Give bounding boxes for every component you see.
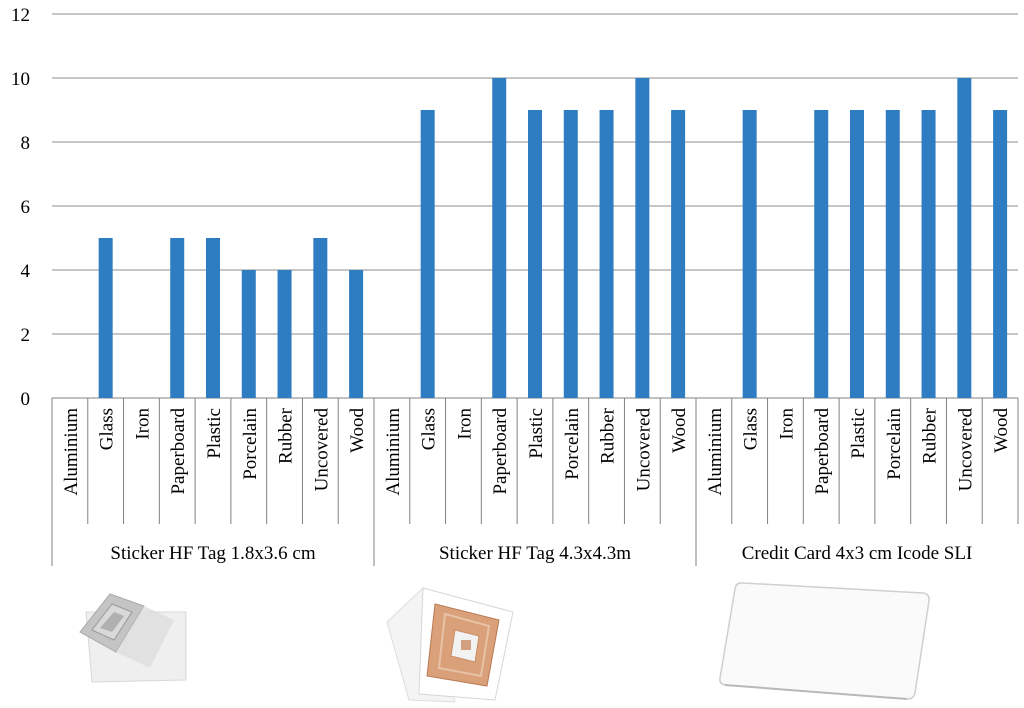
y-tick-label: 10: [11, 69, 30, 90]
x-category-label: Paperboard: [490, 408, 511, 495]
x-category-label: Uncovered: [955, 408, 976, 492]
bar-paperboard-group1: [170, 238, 185, 398]
y-tick-label: 6: [21, 197, 31, 218]
x-category-label: Paperboard: [812, 408, 833, 495]
x-category-label: Glass: [419, 408, 440, 450]
x-category-label: Wood: [991, 408, 1012, 453]
x-category-label: Aluminium: [383, 408, 404, 496]
bar-plastic-group2: [528, 110, 542, 398]
bar-glass-group1: [98, 238, 113, 398]
x-category-label: Rubber: [276, 407, 297, 464]
x-category-label: Uncovered: [633, 408, 654, 492]
y-tick-label: 12: [11, 5, 30, 26]
x-category-label: Paperboard: [168, 408, 189, 495]
group-label: Sticker HF Tag 4.3x4.3m: [439, 543, 631, 564]
y-axis-ticks: 0 2 4 6 8 10 12: [11, 5, 31, 410]
x-category-label: Aluminium: [705, 408, 726, 496]
x-category-label: Plastic: [204, 408, 225, 459]
x-category-label: Glass: [741, 408, 762, 450]
credit-card-tag-photo: [719, 582, 930, 700]
bar-uncovered-group1: [313, 238, 328, 398]
x-category-label: Iron: [454, 408, 475, 440]
bar-wood-group2: [671, 110, 686, 398]
x-category-label: Uncovered: [311, 408, 332, 492]
x-category-label: Iron: [776, 408, 797, 440]
group-label: Credit Card 4x3 cm Icode SLI: [742, 543, 973, 564]
bar-rubber-group2: [599, 110, 614, 398]
y-tick-label: 0: [21, 389, 31, 410]
bar-wood-group1: [349, 270, 364, 398]
y-tick-label: 2: [21, 325, 31, 346]
x-axis: Aluminium Glass Iron Paperboard Plastic Porce…: [51, 398, 1019, 566]
group-label: Sticker HF Tag 1.8x3.6 cm: [110, 543, 315, 564]
x-category-label: Glass: [97, 408, 118, 450]
bar-porcelain-group2: [563, 110, 578, 398]
bar-paperboard-group2: [492, 78, 507, 398]
bar-porcelain-group1: [241, 270, 256, 398]
bar-glass-group2: [420, 110, 435, 398]
square-sticker-tag-photo: [386, 587, 514, 703]
x-category-label: Plastic: [848, 408, 869, 459]
x-category-label: Iron: [132, 408, 153, 440]
x-category-label: Plastic: [526, 408, 547, 459]
x-category-label: Wood: [347, 408, 368, 453]
bar-uncovered-group3: [957, 78, 972, 398]
x-category-label: Porcelain: [562, 408, 583, 480]
x-category-label: Aluminium: [61, 408, 82, 496]
x-category-label: Rubber: [598, 407, 619, 464]
small-sticker-tag-photo: [79, 593, 187, 683]
bar-rubber-group3: [921, 110, 936, 398]
bars: [98, 78, 1008, 398]
y-tick-label: 4: [21, 261, 31, 282]
bar-plastic-group1: [206, 238, 220, 398]
bar-wood-group3: [993, 110, 1008, 398]
bar-glass-group3: [742, 110, 757, 398]
bar-uncovered-group2: [635, 78, 650, 398]
bar-rubber-group1: [277, 270, 292, 398]
x-category-label: Wood: [669, 408, 690, 453]
x-category-label: Porcelain: [240, 408, 261, 480]
bar-plastic-group3: [850, 110, 864, 398]
bar-porcelain-group3: [885, 110, 900, 398]
x-category-label: Porcelain: [884, 408, 905, 480]
y-tick-label: 8: [21, 133, 31, 154]
x-category-label: Rubber: [920, 407, 941, 464]
bar-paperboard-group3: [814, 110, 829, 398]
